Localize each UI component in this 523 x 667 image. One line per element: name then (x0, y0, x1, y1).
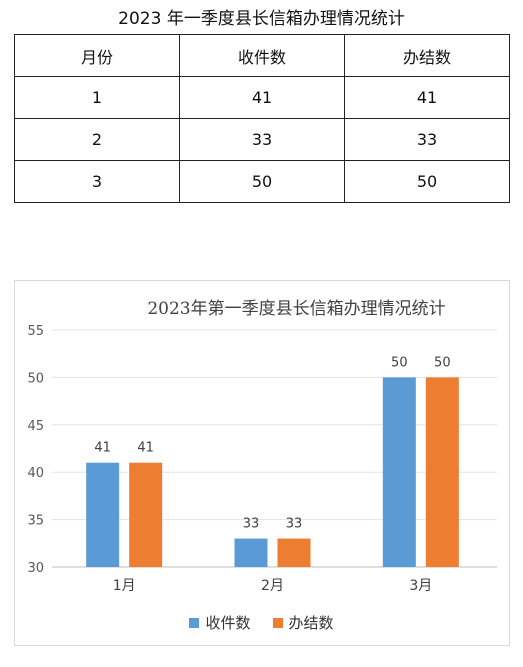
bar (129, 462, 163, 567)
header-month: 月份 (14, 34, 180, 77)
legend-item-received: 收件数 (189, 612, 251, 633)
cell-received: 41 (179, 76, 345, 119)
data-label: 33 (286, 517, 303, 532)
y-tick-label: 45 (27, 419, 44, 434)
y-tick-label: 50 (27, 371, 44, 386)
x-tick-label: 2月 (261, 578, 284, 594)
cell-completed: 41 (344, 76, 510, 119)
y-tick-label: 40 (27, 466, 44, 481)
cell-completed: 50 (344, 160, 510, 203)
data-label: 41 (137, 441, 154, 456)
bar (277, 538, 311, 567)
data-label: 50 (434, 355, 451, 370)
chart-title: 2023年第一季度县长信箱办理情况统计 (147, 299, 446, 319)
bar (234, 538, 268, 567)
header-completed: 办结数 (344, 34, 510, 77)
table-header-row: 月份 收件数 办结数 (14, 34, 510, 77)
data-label: 33 (243, 517, 260, 532)
header-received: 收件数 (179, 34, 345, 77)
y-tick-label: 35 (27, 514, 44, 529)
cell-received: 33 (179, 118, 345, 161)
legend-label-received: 收件数 (205, 614, 251, 632)
bar (86, 462, 120, 567)
legend-swatch-completed (272, 617, 283, 628)
legend-swatch-received (189, 617, 200, 628)
table-title: 2023 年一季度县长信箱办理情况统计 (118, 9, 405, 29)
data-label: 41 (94, 441, 111, 456)
y-tick-label: 55 (27, 324, 44, 339)
x-tick-label: 1月 (113, 578, 136, 594)
bar (425, 377, 459, 567)
legend-label-completed: 办结数 (288, 614, 334, 632)
stats-table: 月份 收件数 办结数 1 41 41 2 33 33 3 50 50 (14, 34, 510, 203)
data-label: 50 (391, 355, 408, 370)
table-row: 3 50 50 (14, 160, 510, 203)
chart-legend: 收件数 办结数 (0, 612, 523, 633)
bar (382, 377, 416, 567)
legend-item-completed: 办结数 (272, 612, 334, 633)
cell-received: 50 (179, 160, 345, 203)
cell-month: 3 (14, 160, 180, 203)
cell-month: 1 (14, 76, 180, 119)
x-tick-label: 3月 (409, 578, 432, 594)
table-row: 2 33 33 (14, 118, 510, 161)
cell-month: 2 (14, 118, 180, 161)
table-row: 1 41 41 (14, 76, 510, 119)
y-tick-label: 30 (27, 561, 44, 576)
